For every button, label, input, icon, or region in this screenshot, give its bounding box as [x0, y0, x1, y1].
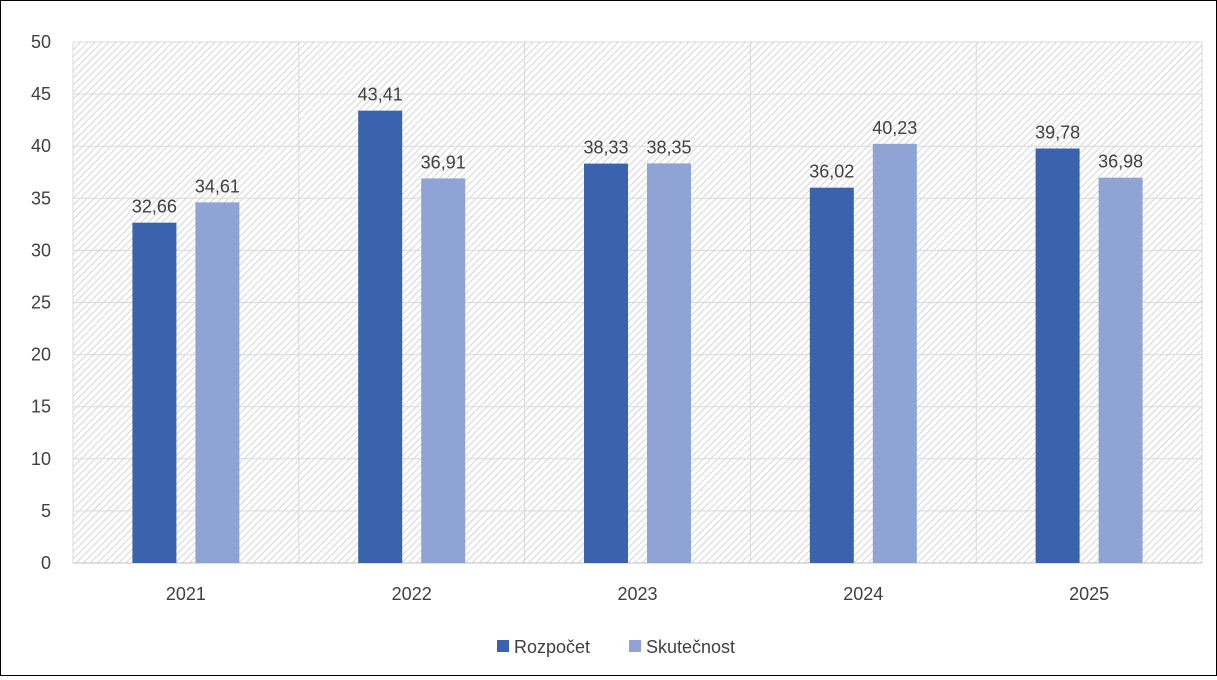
x-tick-label: 2024 — [843, 584, 883, 604]
data-label: 36,98 — [1098, 152, 1143, 172]
y-tick-label: 50 — [31, 32, 51, 52]
y-tick-label: 25 — [31, 293, 51, 313]
bars — [132, 110, 1143, 564]
bar-rozpočet-2022[interactable] — [358, 110, 403, 564]
legend[interactable]: Rozpočet Skutečnost — [497, 637, 735, 657]
data-label: 39,78 — [1035, 122, 1080, 142]
y-tick-label: 0 — [41, 553, 51, 573]
y-tick-label: 5 — [41, 501, 51, 521]
y-tick-label: 10 — [31, 449, 51, 469]
data-label: 36,02 — [809, 162, 854, 182]
x-tick-label: 2025 — [1069, 584, 1109, 604]
y-tick-label: 20 — [31, 345, 51, 365]
y-tick-label: 40 — [31, 136, 51, 156]
y-axis: 0 5 10 15 20 25 30 35 40 45 50 — [31, 32, 51, 573]
bar-skutečnost-2021[interactable] — [195, 202, 240, 563]
bar-skutečnost-2024[interactable] — [872, 143, 917, 563]
data-label: 38,35 — [646, 137, 691, 157]
y-tick-label: 15 — [31, 397, 51, 417]
bar-rozpočet-2025[interactable] — [1035, 148, 1080, 563]
x-tick-label: 2023 — [617, 584, 657, 604]
legend-label-rozpočet: Rozpočet — [514, 637, 590, 657]
data-label: 38,33 — [583, 138, 628, 158]
bar-skutečnost-2023[interactable] — [647, 163, 691, 563]
bar-rozpočet-2023[interactable] — [584, 163, 628, 564]
bar-rozpočet-2021[interactable] — [132, 222, 177, 563]
data-label: 32,66 — [132, 197, 177, 217]
bar-rozpočet-2024[interactable] — [809, 187, 854, 563]
data-label: 36,91 — [421, 152, 466, 172]
bar-skutečnost-2022[interactable] — [421, 178, 466, 563]
legend-label-skutečnost: Skutečnost — [646, 637, 735, 657]
bar-skutečnost-2025[interactable] — [1098, 177, 1143, 563]
x-tick-label: 2021 — [166, 584, 206, 604]
legend-swatch-skutečnost — [629, 640, 641, 652]
gridlines — [72, 41, 1203, 564]
y-tick-label: 30 — [31, 240, 51, 260]
x-axis: 2021 2022 2023 2024 2025 — [166, 584, 1109, 604]
data-label: 40,23 — [872, 118, 917, 138]
data-labels: 32,66 34,61 43,41 36,91 38,33 38,35 36,02 40,23… — [132, 85, 1143, 217]
x-tick-label: 2022 — [392, 584, 432, 604]
y-tick-label: 45 — [31, 84, 51, 104]
legend-swatch-rozpočet — [497, 640, 509, 652]
data-label: 43,41 — [358, 85, 403, 105]
data-label: 34,61 — [195, 176, 240, 196]
y-tick-label: 35 — [31, 188, 51, 208]
